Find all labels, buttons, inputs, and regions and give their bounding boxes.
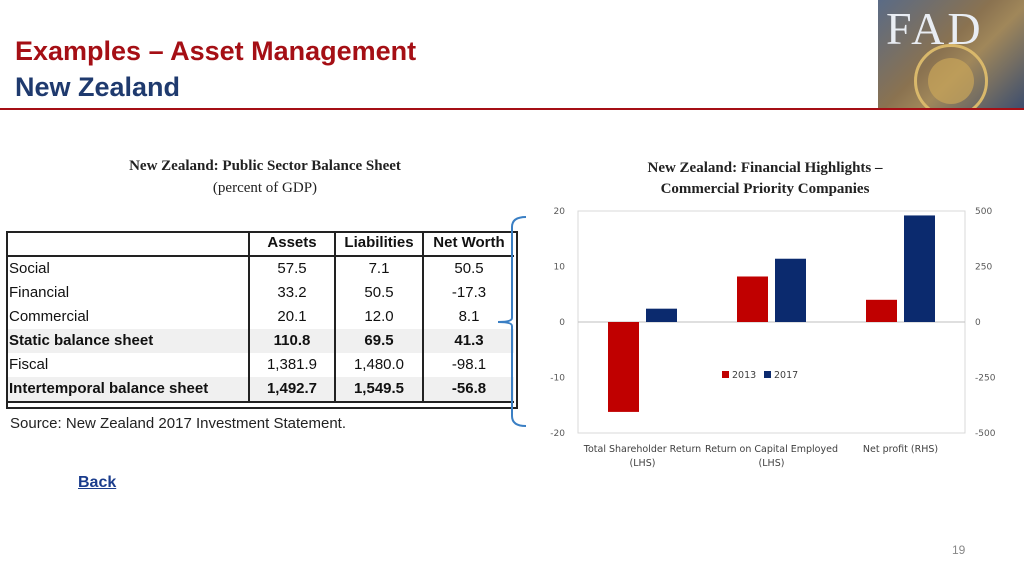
left-axis-tick-label: 20 (554, 207, 566, 217)
cell-assets: 57.5 (249, 256, 336, 281)
row-label: Financial (6, 281, 250, 305)
row-label: Social (6, 256, 250, 281)
chart-heading-line1: New Zealand: Financial Highlights – (647, 160, 883, 176)
category-label: (LHS) (630, 458, 656, 469)
table-row-total: Intertemporal balance sheet 1,492.7 1,54… (6, 377, 514, 403)
right-axis-tick-label: 250 (975, 263, 992, 273)
table-row: Social 57.5 7.1 50.5 (6, 256, 514, 281)
row-label: Intertemporal balance sheet (6, 377, 250, 403)
bar-2013 (608, 322, 639, 412)
cell-assets: 1,492.7 (249, 377, 336, 403)
bar-2017 (775, 258, 806, 322)
slide-title: Examples – Asset Management (15, 36, 417, 66)
chart-heading: New Zealand: Financial Highlights – Comm… (560, 158, 970, 200)
right-axis-tick-label: -250 (975, 374, 996, 384)
header-liabilities: Liabilities (335, 231, 424, 257)
bracket-connector-top (497, 216, 527, 323)
bar-2013 (737, 276, 768, 322)
balance-sheet-table: Assets Liabilities Net Worth Social 57.5… (6, 231, 514, 403)
cell-net-worth: 41.3 (423, 329, 514, 353)
category-label: Return on Capital Employed (705, 444, 838, 455)
slide-subtitle: New Zealand (15, 72, 181, 102)
cell-net-worth: 50.5 (454, 260, 484, 277)
category-label: Net profit (RHS) (863, 444, 938, 455)
table-heading: New Zealand: Public Sector Balance Sheet (129, 158, 401, 174)
seal-center (928, 58, 974, 104)
bar-2013 (866, 299, 897, 322)
left-axis-tick-label: -10 (550, 374, 565, 384)
cell-assets: 20.1 (249, 305, 336, 329)
left-axis-tick-label: -20 (550, 429, 565, 439)
table-header-row: Assets Liabilities Net Worth (6, 231, 514, 257)
cell-net-worth: -56.8 (423, 377, 514, 403)
table-row-total: Static balance sheet 110.8 69.5 41.3 (6, 329, 514, 353)
cell-liabilities: 7.1 (335, 256, 424, 281)
page-number: 19 (952, 543, 966, 557)
row-label: Static balance sheet (6, 329, 250, 353)
cell-liabilities: 1,549.5 (335, 377, 424, 403)
back-link[interactable]: Back (78, 474, 117, 491)
legend-label: 2013 (732, 370, 756, 381)
cell-net-worth: -98.1 (451, 356, 487, 373)
title-divider (0, 108, 1024, 110)
row-label: Fiscal (6, 353, 250, 377)
table-subheading: (percent of GDP) (212, 180, 318, 196)
cell-net-worth: 8.1 (458, 308, 480, 325)
bar-2017 (646, 308, 677, 322)
left-axis-tick-label: 10 (554, 263, 566, 273)
table-row: Financial 33.2 50.5 -17.3 (6, 281, 514, 305)
cell-net-worth: -17.3 (451, 284, 487, 301)
header-net-worth: Net Worth (423, 231, 514, 257)
category-label: Total Shareholder Return (583, 444, 701, 455)
left-axis-tick-label: 0 (559, 318, 565, 328)
chart-heading-line2: Commercial Priority Companies (660, 181, 870, 197)
cell-liabilities: 69.5 (335, 329, 424, 353)
fad-logo: FAD (878, 0, 1024, 108)
legend-swatch-2013 (722, 371, 729, 378)
header-blank (6, 231, 250, 257)
cell-assets: 33.2 (249, 281, 336, 305)
category-label: (LHS) (759, 458, 785, 469)
right-axis-tick-label: 500 (975, 207, 992, 217)
right-axis-tick-label: -500 (975, 429, 996, 439)
table-row: Commercial 20.1 12.0 8.1 (6, 305, 514, 329)
bar-2017 (904, 215, 935, 322)
right-axis-tick-label: 0 (975, 318, 981, 328)
cell-liabilities: 12.0 (335, 305, 424, 329)
table-source-note: Source: New Zealand 2017 Investment Stat… (10, 415, 347, 432)
legend-swatch-2017 (764, 371, 771, 378)
cell-liabilities: 1,480.0 (335, 353, 424, 377)
logo-text: FAD (886, 3, 984, 54)
legend-label: 2017 (774, 370, 798, 381)
cell-assets: 110.8 (249, 329, 336, 353)
imf-seal-icon (914, 44, 988, 108)
bracket-connector-bottom (497, 321, 527, 427)
table-row: Fiscal 1,381.9 1,480.0 -98.1 (6, 353, 514, 377)
header-assets: Assets (249, 231, 336, 257)
row-label: Commercial (6, 305, 250, 329)
cell-assets: 1,381.9 (249, 353, 336, 377)
cell-liabilities: 50.5 (335, 281, 424, 305)
